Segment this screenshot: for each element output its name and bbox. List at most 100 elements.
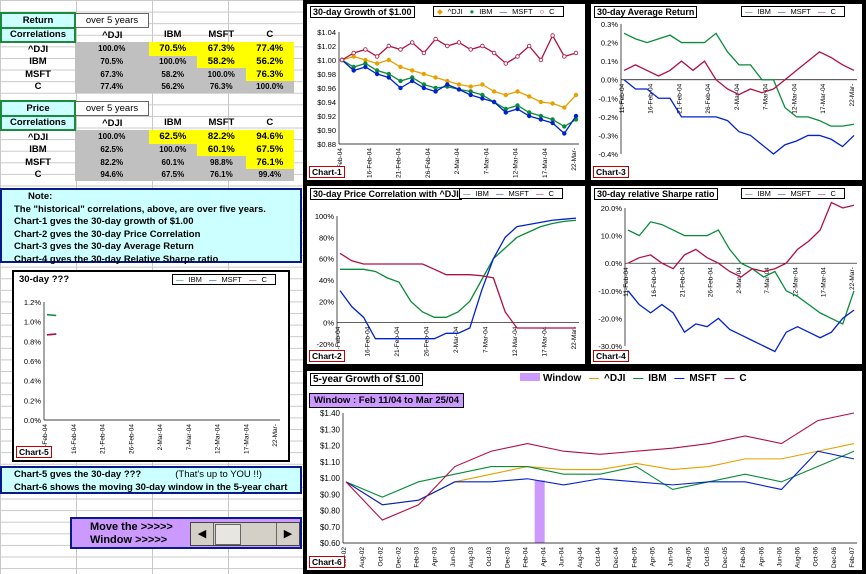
y-tick-label: $0.90 bbox=[320, 490, 341, 499]
cell[interactable]: 67.3% bbox=[197, 42, 246, 56]
x-tick-label: 7-Mar-04 bbox=[483, 326, 490, 353]
cell[interactable]: 58.2% bbox=[148, 68, 197, 81]
cell[interactable]: 56.2% bbox=[245, 55, 294, 68]
cell[interactable]: 76.3% bbox=[197, 80, 246, 93]
x-tick-label: 22-Mar- bbox=[849, 84, 856, 107]
cell[interactable]: 67.5% bbox=[148, 168, 198, 181]
data-point bbox=[398, 78, 403, 84]
cell[interactable]: 100.0% bbox=[148, 55, 197, 68]
cell[interactable]: 77.4% bbox=[75, 80, 149, 93]
chart-1-label: Chart-1 bbox=[309, 166, 345, 178]
x-tick-label: 11-Feb-04 bbox=[337, 148, 344, 178]
x-tick-label: 7-Mar-04 bbox=[764, 267, 771, 294]
note2-line1: Chart-5 gves the 30-day ??? bbox=[14, 469, 142, 480]
cell[interactable]: 70.5% bbox=[148, 42, 197, 56]
cell[interactable]: 77.4% bbox=[245, 42, 294, 56]
legend-c: C bbox=[261, 275, 267, 284]
chart-5-legend: — IBM — MSFT — C bbox=[172, 274, 276, 285]
legend-c: C bbox=[548, 189, 554, 198]
cell[interactable]: 98.8% bbox=[197, 156, 246, 169]
data-point bbox=[515, 103, 520, 108]
y-tick-label: 0.4% bbox=[24, 377, 41, 386]
data-point bbox=[468, 89, 473, 94]
cell[interactable]: 82.2% bbox=[75, 156, 149, 169]
cell[interactable]: 56.2% bbox=[148, 80, 197, 93]
note-line: Chart-1 gves the 30-day growth of $1.00 bbox=[14, 216, 194, 227]
cell[interactable]: 94.6% bbox=[245, 130, 294, 144]
y-tick-label: 1.0% bbox=[24, 318, 41, 327]
note-box: Note: The "historical" correlations, abo… bbox=[0, 188, 302, 265]
cell[interactable]: 67.5% bbox=[245, 143, 294, 156]
chart-3[interactable]: 0.3% 0.2% 0.1% 0.0% -0.1% -0.2% -0.3% -0.4% 11-F… bbox=[589, 2, 864, 182]
x-tick-label: 17-Mar-04 bbox=[243, 424, 250, 454]
scroll-thumb[interactable] bbox=[215, 524, 241, 545]
chart-1-title: 30-day Growth of $1.00 bbox=[310, 6, 415, 18]
y-tick-label: $0.88 bbox=[317, 140, 336, 149]
y-tick-label: $0.92 bbox=[317, 112, 336, 121]
x-tick-label: Aug-02 bbox=[359, 547, 366, 568]
cell[interactable]: 100.0% bbox=[245, 80, 294, 93]
cell[interactable]: 70.5% bbox=[75, 55, 149, 68]
y-tick-label: $0.70 bbox=[320, 523, 341, 532]
data-point bbox=[480, 82, 485, 87]
cell[interactable]: 100.0% bbox=[75, 130, 149, 144]
window-band bbox=[534, 480, 545, 543]
data-point bbox=[538, 113, 544, 119]
window-scrollbar[interactable]: ◀ ▶ bbox=[190, 522, 300, 546]
chart-5[interactable]: 1.2% 1.0% 0.8% 0.6% 0.4% 0.2% 0.0% 11-Feb-04 16-… bbox=[12, 270, 290, 462]
data-point bbox=[573, 92, 579, 98]
data-point bbox=[374, 68, 380, 73]
chart-6[interactable]: $1.40 $1.30 $1.20 $1.10 $1.00 $0.90 $0.80 $0.70… bbox=[305, 369, 864, 572]
chart-6-plot: $1.40 $1.30 $1.20 $1.10 $1.00 $0.90 $0.80 $0.70… bbox=[320, 409, 857, 568]
y-tick-label: $0.60 bbox=[320, 539, 341, 548]
cell[interactable]: 60.1% bbox=[197, 143, 246, 156]
data-point bbox=[503, 110, 508, 115]
cell[interactable]: 99.4% bbox=[245, 168, 294, 181]
chart-4[interactable]: 20.0% 10.0% 0.0% -10.0% -20.0% -30.0% 11-Feb-0… bbox=[589, 184, 864, 366]
data-point bbox=[409, 75, 415, 80]
legend-msft: MSFT bbox=[790, 7, 811, 16]
chart-3-label: Chart-3 bbox=[593, 166, 629, 178]
series-line-c bbox=[623, 51, 855, 96]
cell[interactable]: 100.0% bbox=[148, 143, 198, 156]
y-tick-label: $0.90 bbox=[317, 126, 336, 135]
chart-1[interactable]: $1.04 $1.02 $1.00 $0.98 $0.96 $0.94 $0.92 $0.90… bbox=[305, 2, 587, 182]
cell[interactable]: 76.1% bbox=[245, 156, 294, 169]
scroll-left-button[interactable]: ◀ bbox=[191, 523, 214, 545]
note-line: Chart-2 gves the 30-day Price Correlatio… bbox=[14, 228, 201, 240]
legend-c: C bbox=[830, 189, 836, 198]
x-tick-label: 2-Mar-04 bbox=[734, 83, 741, 110]
cell[interactable]: 82.2% bbox=[197, 130, 246, 144]
y-tick-label: $0.98 bbox=[317, 70, 336, 79]
data-point bbox=[562, 131, 567, 136]
x-tick-label: Jun-05 bbox=[668, 547, 675, 567]
cell[interactable]: 76.1% bbox=[197, 168, 246, 181]
cell[interactable]: 100.0% bbox=[75, 42, 149, 56]
data-point bbox=[503, 92, 508, 98]
cell[interactable]: 60.1% bbox=[148, 156, 198, 169]
col-header: MSFT bbox=[208, 117, 235, 129]
cell[interactable]: 76.3% bbox=[245, 68, 294, 81]
data-point bbox=[573, 113, 579, 119]
data-point bbox=[421, 71, 427, 77]
cell[interactable]: 94.6% bbox=[75, 168, 149, 181]
cell[interactable]: 100.0% bbox=[197, 68, 246, 81]
window-range-label: Window : Feb 11/04 to Mar 25/04 bbox=[309, 393, 465, 408]
return-correlations-table: Return over 5 years Correlations ^DJI IB… bbox=[0, 12, 294, 93]
cell[interactable]: 62.5% bbox=[75, 143, 149, 156]
row-label: ^DJI bbox=[27, 43, 49, 55]
cell[interactable]: 58.2% bbox=[197, 55, 246, 68]
data-point bbox=[550, 120, 555, 126]
x-tick-label: Dec-02 bbox=[395, 547, 402, 568]
cell[interactable]: 62.5% bbox=[148, 130, 198, 144]
chart-2[interactable]: 100% 80% 60% 40% 20% 0% -20% 11-Feb-04 16-Feb-04… bbox=[305, 184, 587, 366]
series-line-ibm bbox=[627, 221, 855, 325]
cell[interactable]: 67.3% bbox=[75, 68, 149, 81]
data-point bbox=[503, 106, 508, 112]
data-point bbox=[409, 68, 415, 73]
x-tick-label: 16-Feb-04 bbox=[71, 424, 78, 454]
y-tick-label: 0.1% bbox=[601, 57, 618, 66]
scroll-right-button[interactable]: ▶ bbox=[276, 523, 299, 545]
y-tick-label: $1.02 bbox=[317, 42, 336, 51]
x-tick-label: 11-Feb-04 bbox=[619, 83, 626, 113]
